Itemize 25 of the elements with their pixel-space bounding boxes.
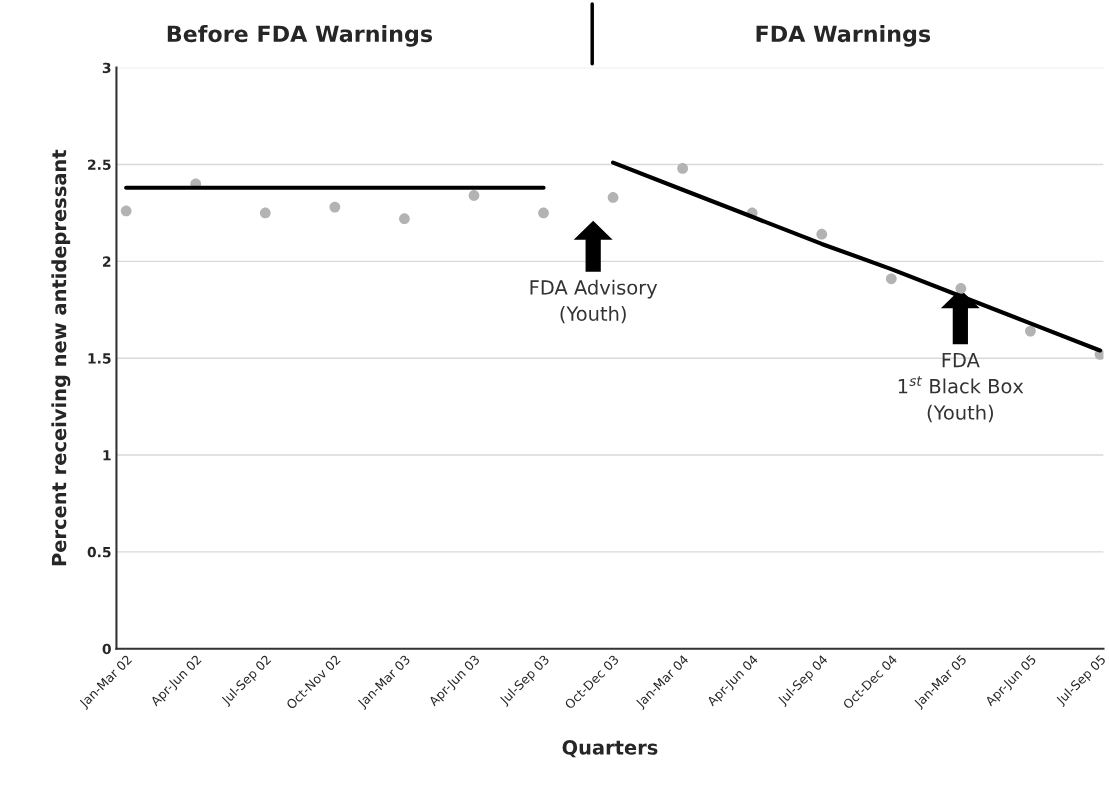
- y-tick-label: 1: [103, 450, 111, 461]
- point: [468, 190, 480, 201]
- point: [677, 163, 689, 174]
- annotation: FDA Advisory (Youth): [530, 279, 658, 324]
- y-tick-label: 1.5: [88, 353, 111, 364]
- point: [955, 283, 967, 294]
- x-axis-title: Quarters: [562, 740, 658, 758]
- point: [399, 213, 410, 225]
- y-tick-label: 3: [102, 62, 111, 74]
- point: [1025, 325, 1036, 337]
- point: [885, 273, 897, 285]
- text: FDA 1$^{st}$ Black Box (Youth): [898, 352, 1024, 423]
- point: [607, 192, 619, 203]
- point: [259, 207, 271, 219]
- point: [816, 228, 828, 240]
- text: Before FDA Warnings: [167, 24, 433, 47]
- y-tick-label: 2: [103, 256, 111, 267]
- y-tick-label: 0.5: [87, 546, 111, 558]
- point: [329, 201, 341, 213]
- point: [538, 207, 549, 219]
- y-axis-title: Percent receiving new antidepressant: [51, 149, 71, 566]
- point: [120, 205, 132, 217]
- text: FDA Warnings: [756, 24, 931, 47]
- y-tick-label: 0: [102, 643, 111, 655]
- y-tick-label: 2.5: [88, 159, 111, 170]
